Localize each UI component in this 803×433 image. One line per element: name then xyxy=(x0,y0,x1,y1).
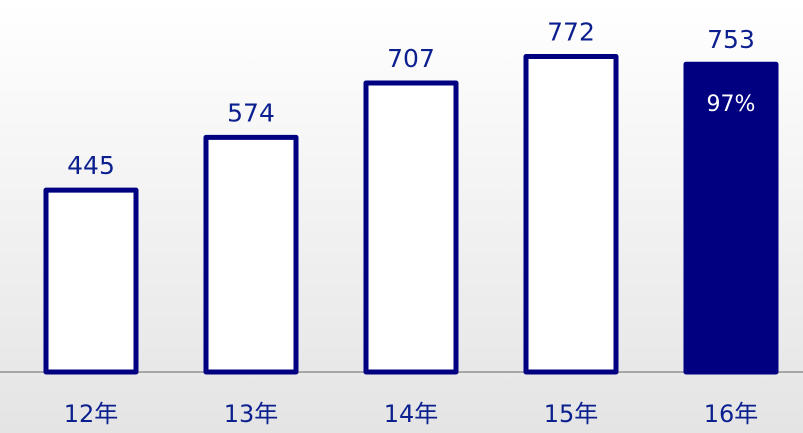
value-label-12年: 445 xyxy=(67,151,115,180)
bar-15年 xyxy=(523,53,619,375)
bar-14年 xyxy=(363,80,459,375)
category-label-15年: 15年 xyxy=(544,400,599,428)
value-label-14年: 707 xyxy=(387,44,435,73)
value-label-16年: 753 xyxy=(707,25,755,54)
category-label-13年: 13年 xyxy=(224,400,279,428)
annotations-group: 97% xyxy=(707,92,756,117)
value-label-13年: 574 xyxy=(227,98,275,127)
category-labels-group: 12年 13年 14年 15年 16年 xyxy=(64,400,759,428)
category-label-12年: 12年 xyxy=(64,400,119,428)
bar-16年 xyxy=(683,61,779,375)
bar-13年 xyxy=(203,134,299,375)
value-label-15年: 772 xyxy=(547,17,595,46)
category-label-14年: 14年 xyxy=(384,400,439,428)
bar-12年 xyxy=(43,187,139,375)
value-labels-group: 445 574 707 772 753 xyxy=(67,17,755,180)
category-label-16年: 16年 xyxy=(704,400,759,428)
annotation-16年: 97% xyxy=(707,92,756,117)
bars-group xyxy=(43,53,779,375)
